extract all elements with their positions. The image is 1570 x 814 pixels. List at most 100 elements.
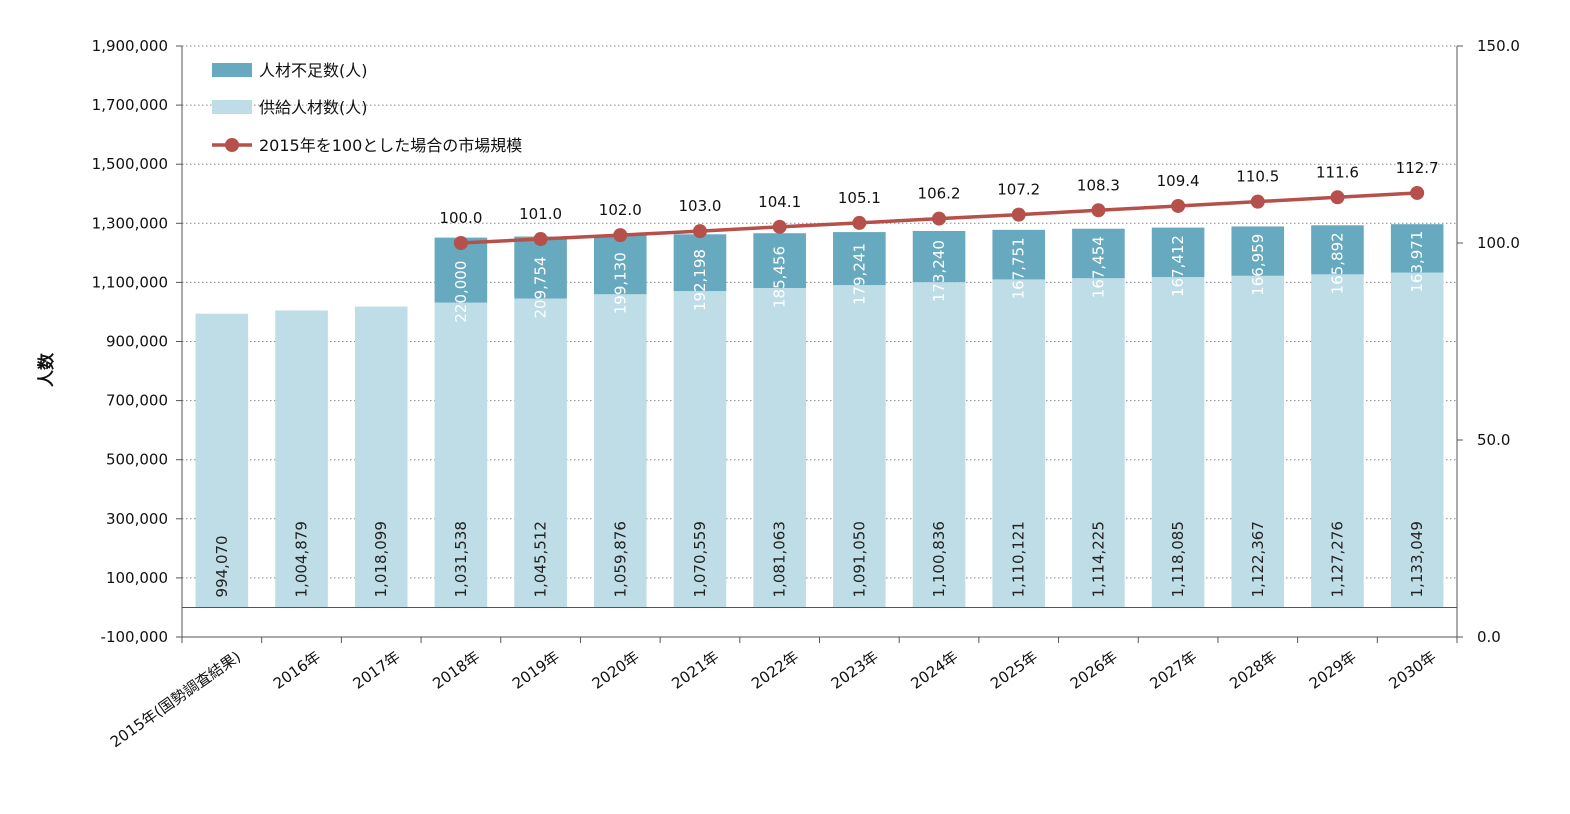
bar-label-shortage: 209,754 (532, 256, 550, 318)
bar-shortage (753, 233, 806, 288)
market-size-point (692, 224, 707, 239)
x-tick-label: 2019年 (509, 648, 563, 693)
bar-supply (1311, 274, 1364, 608)
bar-shortage (833, 232, 886, 286)
market-size-point (932, 211, 947, 226)
bar-label-supply: 1,114,225 (1089, 521, 1107, 597)
line-label: 109.4 (1157, 172, 1200, 190)
line-label: 107.2 (997, 181, 1040, 199)
bar-supply (195, 313, 249, 608)
bar-supply (1072, 278, 1125, 608)
bar-supply (1231, 275, 1285, 608)
bar-label-supply: 1,127,276 (1328, 521, 1346, 597)
bar-label-shortage: 167,412 (1169, 235, 1187, 297)
market-size-point (1011, 207, 1026, 222)
bar-label-shortage: 167,454 (1089, 236, 1107, 298)
bar-label-supply: 1,070,559 (691, 521, 709, 597)
y2-tick-label: 150.0 (1477, 37, 1520, 55)
legend-label: 人材不足数(人) (259, 61, 368, 80)
market-size-line (453, 185, 1425, 250)
bar-label-shortage: 173,240 (930, 240, 948, 302)
line-label: 110.5 (1236, 168, 1279, 186)
x-tick-label: 2015年(国勢調査結果) (107, 648, 244, 752)
line-label: 103.0 (678, 197, 721, 215)
bar-label-supply: 1,018,099 (372, 521, 390, 597)
x-tick-label: 2020年 (589, 648, 643, 693)
bar-label-shortage: 165,892 (1328, 232, 1346, 294)
bar-supply (275, 310, 328, 608)
bar-supply (833, 285, 886, 608)
bar-label-supply: 1,031,538 (452, 521, 470, 597)
bar-label-supply: 1,133,049 (1408, 521, 1426, 597)
line-label: 101.0 (519, 205, 562, 223)
y-axis-label: 人数 (36, 352, 57, 387)
x-tick-label: 2018年 (429, 648, 483, 693)
bar-label-shortage: 166,959 (1249, 234, 1267, 296)
bar-label-shortage: 179,241 (850, 243, 868, 305)
bar-label-supply: 1,045,512 (532, 521, 550, 597)
bar-supply (1151, 277, 1205, 608)
bar-label-supply: 1,091,050 (850, 521, 868, 597)
bar-supply (1390, 272, 1444, 608)
bar-supply (354, 306, 408, 608)
market-size-point (852, 215, 867, 230)
y2-tick-label: 0.0 (1477, 628, 1501, 646)
y-tick-label: 700,000 (106, 392, 168, 410)
bar-label-shortage: 192,198 (691, 249, 709, 311)
y2-tick-label: 50.0 (1477, 431, 1510, 449)
x-tick-label: 2025年 (987, 648, 1041, 693)
bar-shortage (673, 234, 727, 292)
bar-shortage (1390, 224, 1444, 273)
x-tick-label: 2016年 (270, 648, 324, 693)
market-size-point (453, 236, 468, 250)
bar-shortage (1311, 225, 1364, 275)
bar-label-supply: 1,004,879 (293, 521, 311, 597)
legend-label: 供給人材数(人) (259, 98, 368, 117)
bar-shortage (1072, 228, 1125, 279)
y-tick-label: 1,900,000 (92, 37, 168, 55)
bars (195, 224, 1444, 608)
y-tick-label: 1,700,000 (92, 96, 168, 114)
bar-shortage (1151, 227, 1205, 278)
legend-label: 2015年を100とした場合の市場規模 (259, 136, 522, 155)
market-size-point (533, 232, 548, 247)
x-tick-label: 2030年 (1386, 648, 1440, 693)
line-label: 105.1 (838, 189, 881, 207)
y2-tick-label: 100.0 (1477, 234, 1520, 252)
bar-shortage (1231, 226, 1285, 276)
bar-label-supply: 1,059,876 (611, 521, 629, 597)
market-size-point (1410, 185, 1425, 200)
bar-label-supply: 1,100,836 (930, 521, 948, 597)
line-label: 112.7 (1396, 159, 1439, 177)
market-size-point (772, 219, 787, 234)
market-size-point (1091, 203, 1106, 218)
bar-label-supply: 1,110,121 (1010, 521, 1028, 597)
market-size-point (1250, 194, 1265, 209)
market-size-point (1330, 190, 1345, 205)
x-tick-label: 2024年 (907, 648, 961, 693)
bar-label-shortage: 199,130 (611, 252, 629, 314)
x-tick-label: 2017年 (350, 648, 404, 693)
legend-swatch-bar (212, 100, 252, 114)
x-tick-label: 2029年 (1306, 648, 1360, 693)
bar-shortage (593, 235, 647, 295)
x-tick-label: 2023年 (828, 648, 882, 693)
x-tick-label: 2022年 (748, 648, 802, 693)
bar-label-shortage: 167,751 (1010, 237, 1028, 299)
line-label: 100.0 (439, 209, 482, 227)
bar-supply (434, 302, 488, 608)
x-tick-label: 2027年 (1146, 648, 1200, 693)
y-tick-label: -100,000 (101, 628, 168, 646)
x-tick-label: 2026年 (1067, 648, 1121, 693)
y-tick-label: 100,000 (106, 569, 168, 587)
y-tick-label: 900,000 (106, 333, 168, 351)
x-tick-label: 2021年 (668, 648, 722, 693)
y-tick-label: 300,000 (106, 510, 168, 528)
bar-shortage (514, 236, 567, 299)
bar-supply (673, 291, 727, 608)
bar-label-supply: 994,070 (213, 535, 231, 597)
line-label: 102.0 (599, 201, 642, 219)
y-tick-label: 1,300,000 (92, 214, 168, 232)
bar-supply (992, 279, 1046, 608)
